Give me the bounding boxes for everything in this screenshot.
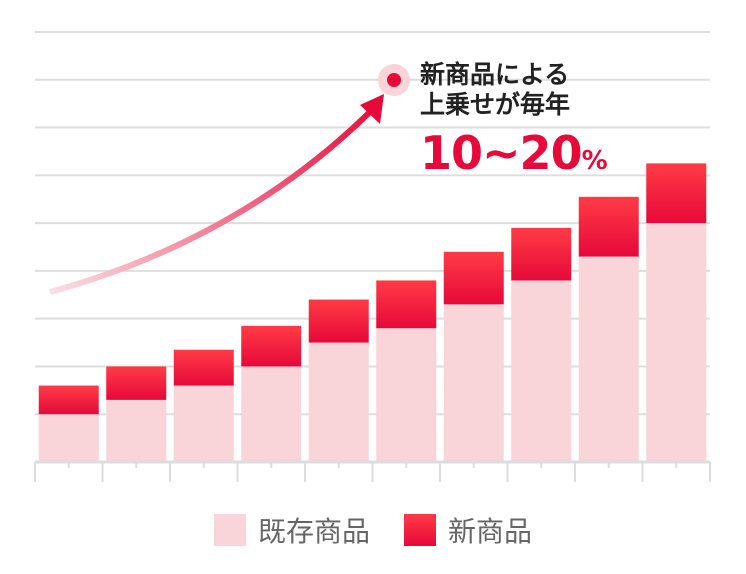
- legend-label: 新商品: [448, 515, 533, 548]
- bar-existing: [511, 280, 572, 462]
- bar-new: [173, 349, 234, 386]
- legend-label: 既存商品: [257, 515, 370, 548]
- bar-new: [241, 325, 302, 367]
- annotation-number: 10~20: [420, 126, 583, 180]
- bar-existing: [308, 342, 369, 462]
- bar-existing: [38, 414, 99, 462]
- bar-existing: [646, 223, 707, 462]
- bar-new: [646, 163, 707, 224]
- bar-new: [308, 299, 369, 343]
- bar-existing: [376, 328, 437, 462]
- annotation-text: 新商品による 上乗せが毎年: [420, 60, 570, 120]
- bar-existing: [241, 366, 302, 462]
- legend-item-existing: 既存商品: [213, 510, 370, 550]
- annotation-line1: 新商品による: [420, 60, 570, 89]
- arrow-head-icon: [360, 94, 384, 124]
- bar-existing: [173, 385, 234, 462]
- bar-new: [106, 366, 167, 400]
- bar-existing: [578, 256, 639, 462]
- bar-new: [443, 251, 504, 305]
- bar-new: [578, 196, 639, 257]
- bar-new: [511, 227, 572, 281]
- annotation-line2: 上乗せが毎年: [420, 90, 571, 119]
- bar-new: [38, 385, 99, 415]
- annotation-unit: %: [581, 146, 608, 176]
- bar-existing: [106, 399, 167, 462]
- legend: 既存商品 新商品: [0, 510, 746, 550]
- growth-arrow: [49, 107, 375, 295]
- bar-existing: [443, 304, 504, 462]
- dot-marker-inner: [387, 73, 401, 87]
- legend-swatch: [404, 514, 436, 546]
- bar-new: [376, 280, 437, 329]
- legend-swatch: [213, 514, 246, 546]
- legend-item-new: 新商品: [404, 510, 532, 550]
- annotation-value: 10~20%: [420, 126, 608, 186]
